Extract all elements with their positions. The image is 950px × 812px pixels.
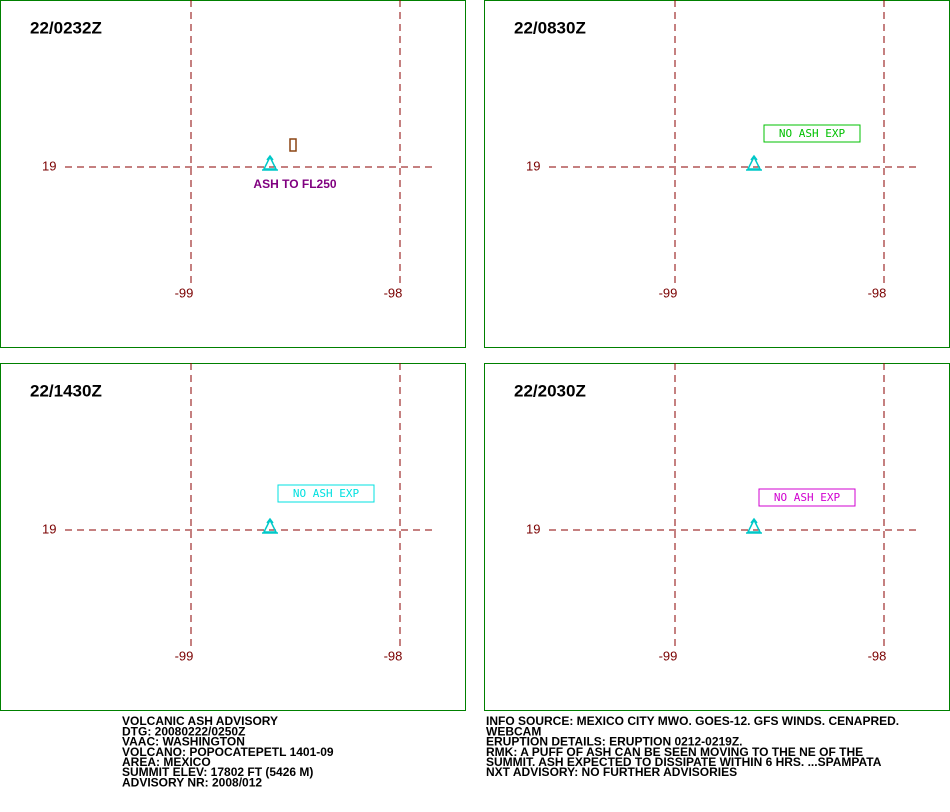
ash-annotation: NO ASH EXP	[779, 127, 846, 140]
volcano-symbol	[746, 517, 762, 534]
advisory-line: VOLCANIC ASH ADVISORY	[122, 714, 278, 728]
advisory-line: RMK: A PUFF OF ASH CAN BE SEEN MOVING TO…	[486, 745, 863, 759]
advisory-line: SUMMIT. ASH EXPECTED TO DISSIPATE WITHIN…	[486, 755, 882, 769]
ash-annotation: NO ASH EXP	[774, 491, 841, 504]
map-panel: 22/0232Z 19 -99 -98 ASH TO FL250	[0, 0, 466, 348]
advisory-line: AREA: MEXICO	[122, 755, 211, 769]
lon-label: -98	[384, 648, 403, 663]
ash-annotation: NO ASH EXP	[293, 487, 360, 500]
volcano-symbol	[262, 517, 278, 534]
advisory-line: VAAC: WASHINGTON	[122, 735, 245, 749]
ash-annotation: ASH TO FL250	[253, 177, 336, 191]
lon-label: -98	[868, 648, 887, 663]
advisory-line: NXT ADVISORY: NO FURTHER ADVISORIES	[486, 765, 737, 779]
advisory-line: VOLCANO: POPOCATEPETL 1401-09	[122, 745, 334, 759]
advisory-line: DTG: 20080222/0250Z	[122, 724, 245, 738]
map-panel: 22/0830Z 19 -99 -98 NO ASH EXP	[484, 0, 950, 348]
advisory-line: SUMMIT ELEV: 17802 FT (5426 M)	[122, 765, 313, 779]
lon-label: -98	[868, 285, 887, 300]
lon-label: -99	[659, 285, 678, 300]
annotation-box	[758, 488, 856, 507]
advisory-line: INFO SOURCE: MEXICO CITY MWO. GOES-12. G…	[486, 714, 899, 728]
annotation-box	[763, 124, 861, 143]
lat-label: 19	[526, 521, 540, 536]
map-panel: 22/1430Z 19 -99 -98 NO ASH EXP	[0, 363, 466, 711]
lat-label: 19	[42, 521, 56, 536]
lon-label: -98	[384, 285, 403, 300]
valid-time: 22/0830Z	[514, 18, 586, 37]
advisory-line: WEBCAM	[486, 724, 541, 738]
advisory-line: ERUPTION DETAILS: ERUPTION 0212-0219Z.	[486, 735, 743, 749]
lat-label: 19	[526, 158, 540, 173]
volcano-symbol	[746, 154, 762, 171]
lat-label: 19	[42, 158, 56, 173]
annotation-box	[277, 484, 375, 503]
lon-label: -99	[175, 285, 194, 300]
map-panel: 22/2030Z 19 -99 -98 NO ASH EXP	[484, 363, 950, 711]
valid-time: 22/1430Z	[30, 381, 102, 400]
advisory-line: ADVISORY NR: 2008/012	[122, 775, 262, 789]
valid-time: 22/0232Z	[30, 18, 102, 37]
panel-border	[0, 363, 466, 711]
volcano-symbol	[262, 154, 278, 171]
lon-label: -99	[175, 648, 194, 663]
lon-label: -99	[659, 648, 678, 663]
ash-area	[289, 138, 297, 152]
panel-border	[0, 0, 466, 348]
valid-time: 22/2030Z	[514, 381, 586, 400]
